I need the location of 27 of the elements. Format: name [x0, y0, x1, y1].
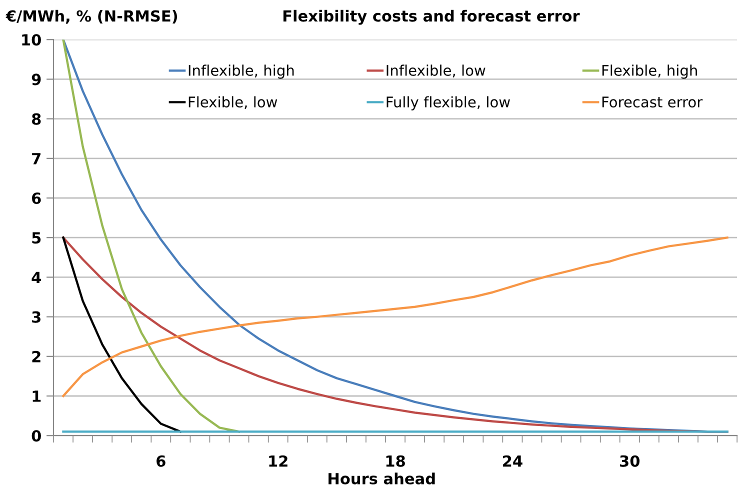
legend-label: Forecast error — [602, 96, 703, 108]
legend-label: Flexible, low — [188, 96, 278, 109]
x-tick-label: 12 — [269, 455, 288, 467]
chart-title: Flexibility costs and forecast error — [283, 10, 580, 25]
legend-label: Inflexible, high — [188, 64, 294, 79]
line-series — [62, 236, 728, 398]
y-tick-label: 2 — [32, 350, 40, 362]
x-tick-label: 18 — [386, 455, 405, 467]
x-tick-label: 24 — [503, 455, 522, 467]
y-tick-label: 7 — [32, 153, 40, 164]
legend-label: Fully flexible, low — [386, 96, 510, 110]
y-tick-label: 3 — [32, 311, 40, 323]
x-tick-label: 6 — [156, 455, 166, 467]
y-tick-label: 4 — [32, 272, 41, 284]
y-tick-label: 1 — [32, 390, 41, 402]
y-tick-label: 9 — [32, 74, 41, 86]
y-tick-label: 10 — [22, 34, 41, 46]
y-tick-label: 5 — [32, 232, 41, 244]
legend-label: Inflexible, low — [386, 64, 486, 78]
legend-label: Flexible, high — [602, 64, 697, 79]
y-axis-title: €/MWh, % (N-RMSE) — [6, 10, 178, 24]
x-tick-label: 30 — [620, 455, 640, 467]
y-tick-label: 0 — [32, 430, 41, 442]
y-tick-label: 6 — [32, 192, 41, 204]
x-axis-title: Hours ahead — [328, 472, 435, 484]
y-tick-label: 8 — [32, 113, 41, 125]
line-series — [62, 236, 182, 433]
